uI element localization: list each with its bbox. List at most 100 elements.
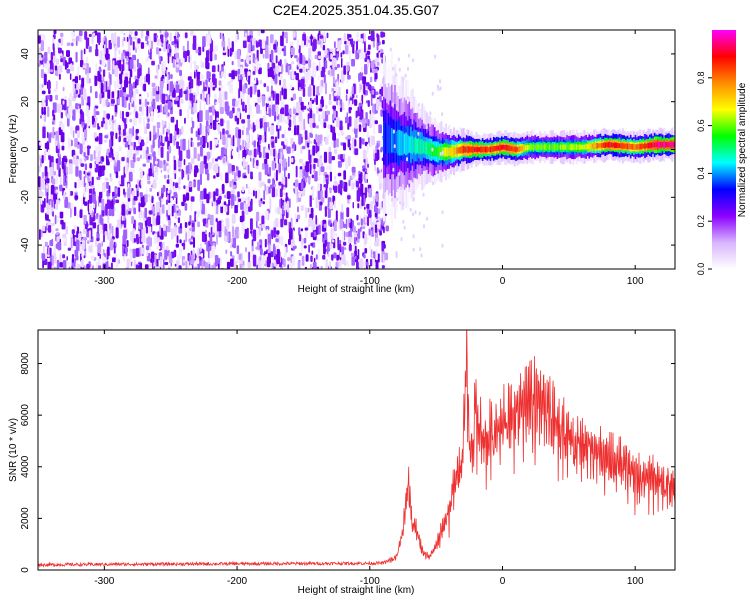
noise-cell [334, 176, 337, 180]
noise-cell [221, 147, 225, 156]
signal-cell [614, 142, 616, 149]
noise-cell [121, 95, 125, 108]
noise-cell [166, 199, 168, 205]
noise-cell [316, 65, 319, 71]
noise-cell [261, 215, 265, 225]
signal-cell [383, 121, 385, 154]
noise-cell [61, 123, 65, 130]
noise-cell [173, 159, 177, 171]
signal-cell [420, 253, 423, 258]
signal-cell [397, 129, 400, 156]
noise-cell [360, 226, 362, 232]
signal-cell [618, 143, 621, 148]
noise-cell [230, 251, 233, 257]
noise-cell [51, 121, 54, 125]
noise-cell [183, 159, 186, 166]
noise-cell [363, 158, 366, 163]
colorbar-tick-label: 0.4 [696, 167, 706, 180]
snr-x-label: Height of straight line (km) [298, 585, 415, 596]
noise-cell [55, 58, 59, 65]
noise-cell [132, 248, 136, 259]
noise-cell [371, 89, 375, 95]
noise-cell [283, 219, 288, 226]
noise-cell [166, 74, 169, 85]
noise-cell [227, 163, 232, 174]
noise-cell [254, 77, 257, 84]
noise-cell [260, 259, 265, 269]
noise-cell [185, 260, 188, 269]
noise-cell [256, 160, 259, 166]
noise-cell [128, 133, 132, 146]
noise-cell [262, 181, 265, 187]
noise-cell [266, 106, 269, 115]
noise-cell [384, 252, 389, 261]
noise-cell [140, 222, 143, 230]
signal-cell [392, 167, 395, 172]
noise-cell [356, 261, 359, 269]
noise-cell [68, 188, 71, 200]
noise-cell [368, 213, 372, 218]
x-tick-label: 0 [500, 276, 506, 287]
noise-cell [366, 131, 369, 139]
noise-cell [334, 148, 338, 155]
noise-cell [334, 232, 338, 237]
noise-cell [245, 135, 249, 143]
noise-cell [249, 30, 253, 36]
noise-cell [313, 158, 318, 163]
noise-cell [321, 96, 324, 108]
noise-cell [121, 204, 126, 216]
noise-cell [204, 163, 209, 169]
noise-cell [193, 147, 197, 159]
noise-cell [343, 32, 346, 42]
noise-cell [124, 141, 129, 148]
colorbar: 0.00.20.40.60.8 Normalized spectral ampl… [696, 30, 748, 275]
noise-cell [137, 38, 141, 44]
noise-cell [359, 112, 364, 120]
noise-cell [133, 105, 136, 112]
signal-cell [620, 143, 623, 149]
noise-cell [70, 125, 73, 135]
noise-cell [227, 134, 231, 138]
noise-cell [149, 131, 152, 141]
noise-cell [247, 196, 250, 207]
noise-cell [312, 262, 317, 269]
noise-cell [83, 176, 86, 188]
noise-cell [138, 202, 141, 212]
noise-cell [276, 230, 280, 235]
noise-cell [279, 79, 281, 86]
signal-cell [516, 147, 519, 152]
noise-cell [164, 249, 168, 260]
noise-cell [275, 55, 278, 64]
noise-cell [359, 137, 362, 149]
noise-cell [374, 120, 378, 125]
noise-cell [167, 45, 171, 49]
noise-cell [277, 207, 281, 215]
noise-cell [279, 188, 283, 198]
noise-cell [82, 228, 87, 235]
noise-cell [298, 234, 302, 242]
noise-cell [73, 155, 76, 165]
signal-cell [657, 142, 659, 148]
noise-cell [133, 207, 136, 215]
noise-cell [279, 90, 282, 101]
noise-cell [187, 40, 189, 53]
noise-cell [343, 65, 347, 75]
noise-cell [47, 46, 51, 54]
noise-cell [341, 131, 344, 136]
noise-cell [319, 201, 323, 206]
noise-cell [180, 139, 183, 151]
signal-cell [386, 124, 389, 153]
noise-cell [336, 254, 340, 261]
noise-cell [270, 125, 275, 136]
noise-cell [53, 266, 57, 269]
noise-cell [53, 250, 56, 254]
noise-cell [53, 194, 58, 200]
noise-cell [259, 79, 263, 85]
noise-cell [112, 160, 115, 165]
noise-cell [41, 155, 44, 164]
noise-cell [152, 214, 155, 227]
noise-cell [206, 120, 209, 127]
noise-cell [380, 52, 384, 58]
noise-cell [194, 266, 198, 269]
noise-cell [163, 174, 167, 179]
